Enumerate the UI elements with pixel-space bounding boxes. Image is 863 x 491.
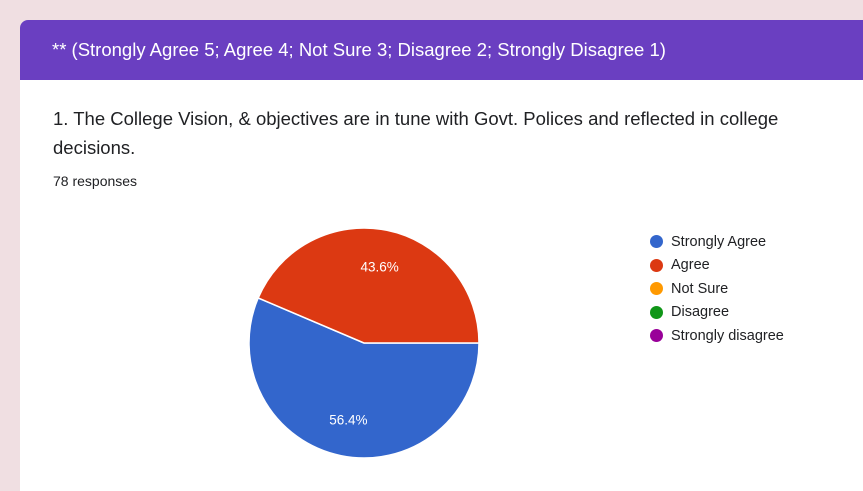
section-header-text: ** (Strongly Agree 5; Agree 4; Not Sure … — [52, 39, 666, 60]
legend-swatch — [650, 282, 663, 296]
legend-swatch — [650, 235, 663, 249]
legend-label: Disagree — [671, 304, 730, 321]
question-card: ** (Strongly Agree 5; Agree 4; Not Sure … — [20, 20, 863, 491]
question-title: 1. The College Vision, & objectives are … — [53, 108, 779, 158]
legend-label: Strongly Agree — [671, 233, 767, 250]
pie-chart: 56.4% 43.6% — [248, 227, 480, 459]
chart-legend: Strongly Agree Agree Not Sure Disagree Stron… — [650, 230, 784, 348]
legend-item-strongly-agree[interactable]: Strongly Agree — [650, 230, 784, 254]
pie-slice-label: 43.6% — [360, 259, 398, 274]
legend-label: Agree — [671, 257, 710, 274]
section-header: ** (Strongly Agree 5; Agree 4; Not Sure … — [20, 20, 863, 80]
pie-slice-label: 56.4% — [329, 413, 367, 428]
legend-swatch — [650, 305, 663, 319]
legend-swatch — [650, 329, 663, 343]
legend-swatch — [650, 258, 663, 272]
legend-label: Strongly disagree — [671, 327, 784, 344]
legend-item-strongly-disagree[interactable]: Strongly disagree — [650, 324, 784, 348]
legend-label: Not Sure — [671, 280, 729, 297]
response-count: 78 responses — [53, 173, 138, 189]
pie-slice-strongly-agree[interactable] — [248, 297, 480, 459]
pie-slice-agree[interactable] — [257, 227, 480, 344]
legend-item-agree[interactable]: Agree — [650, 254, 784, 278]
legend-item-disagree[interactable]: Disagree — [650, 301, 784, 325]
legend-item-not-sure[interactable]: Not Sure — [650, 277, 784, 301]
